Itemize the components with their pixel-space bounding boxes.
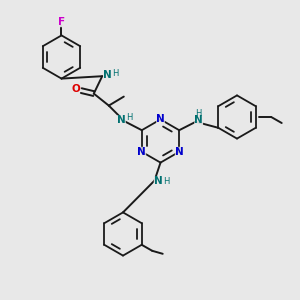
Text: N: N <box>137 147 146 157</box>
Text: N: N <box>194 115 203 125</box>
Text: H: H <box>163 177 169 186</box>
Text: N: N <box>117 115 126 125</box>
Text: F: F <box>58 17 65 27</box>
Text: N: N <box>175 147 184 157</box>
Text: H: H <box>196 109 202 118</box>
Text: N: N <box>103 70 112 80</box>
Text: H: H <box>127 113 133 122</box>
Text: H: H <box>112 69 119 78</box>
Text: O: O <box>71 84 80 94</box>
Text: N: N <box>154 176 163 187</box>
Text: N: N <box>156 114 165 124</box>
